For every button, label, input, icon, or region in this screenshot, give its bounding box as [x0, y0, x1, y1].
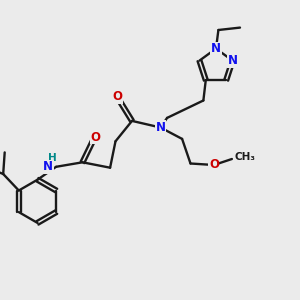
Text: CH₃: CH₃	[234, 152, 255, 163]
Text: O: O	[209, 158, 219, 172]
Text: H: H	[48, 153, 57, 164]
Text: N: N	[227, 54, 238, 67]
Text: N: N	[155, 121, 166, 134]
Text: N: N	[43, 160, 53, 173]
Text: N: N	[211, 42, 221, 55]
Text: O: O	[90, 130, 100, 144]
Text: O: O	[112, 90, 122, 104]
